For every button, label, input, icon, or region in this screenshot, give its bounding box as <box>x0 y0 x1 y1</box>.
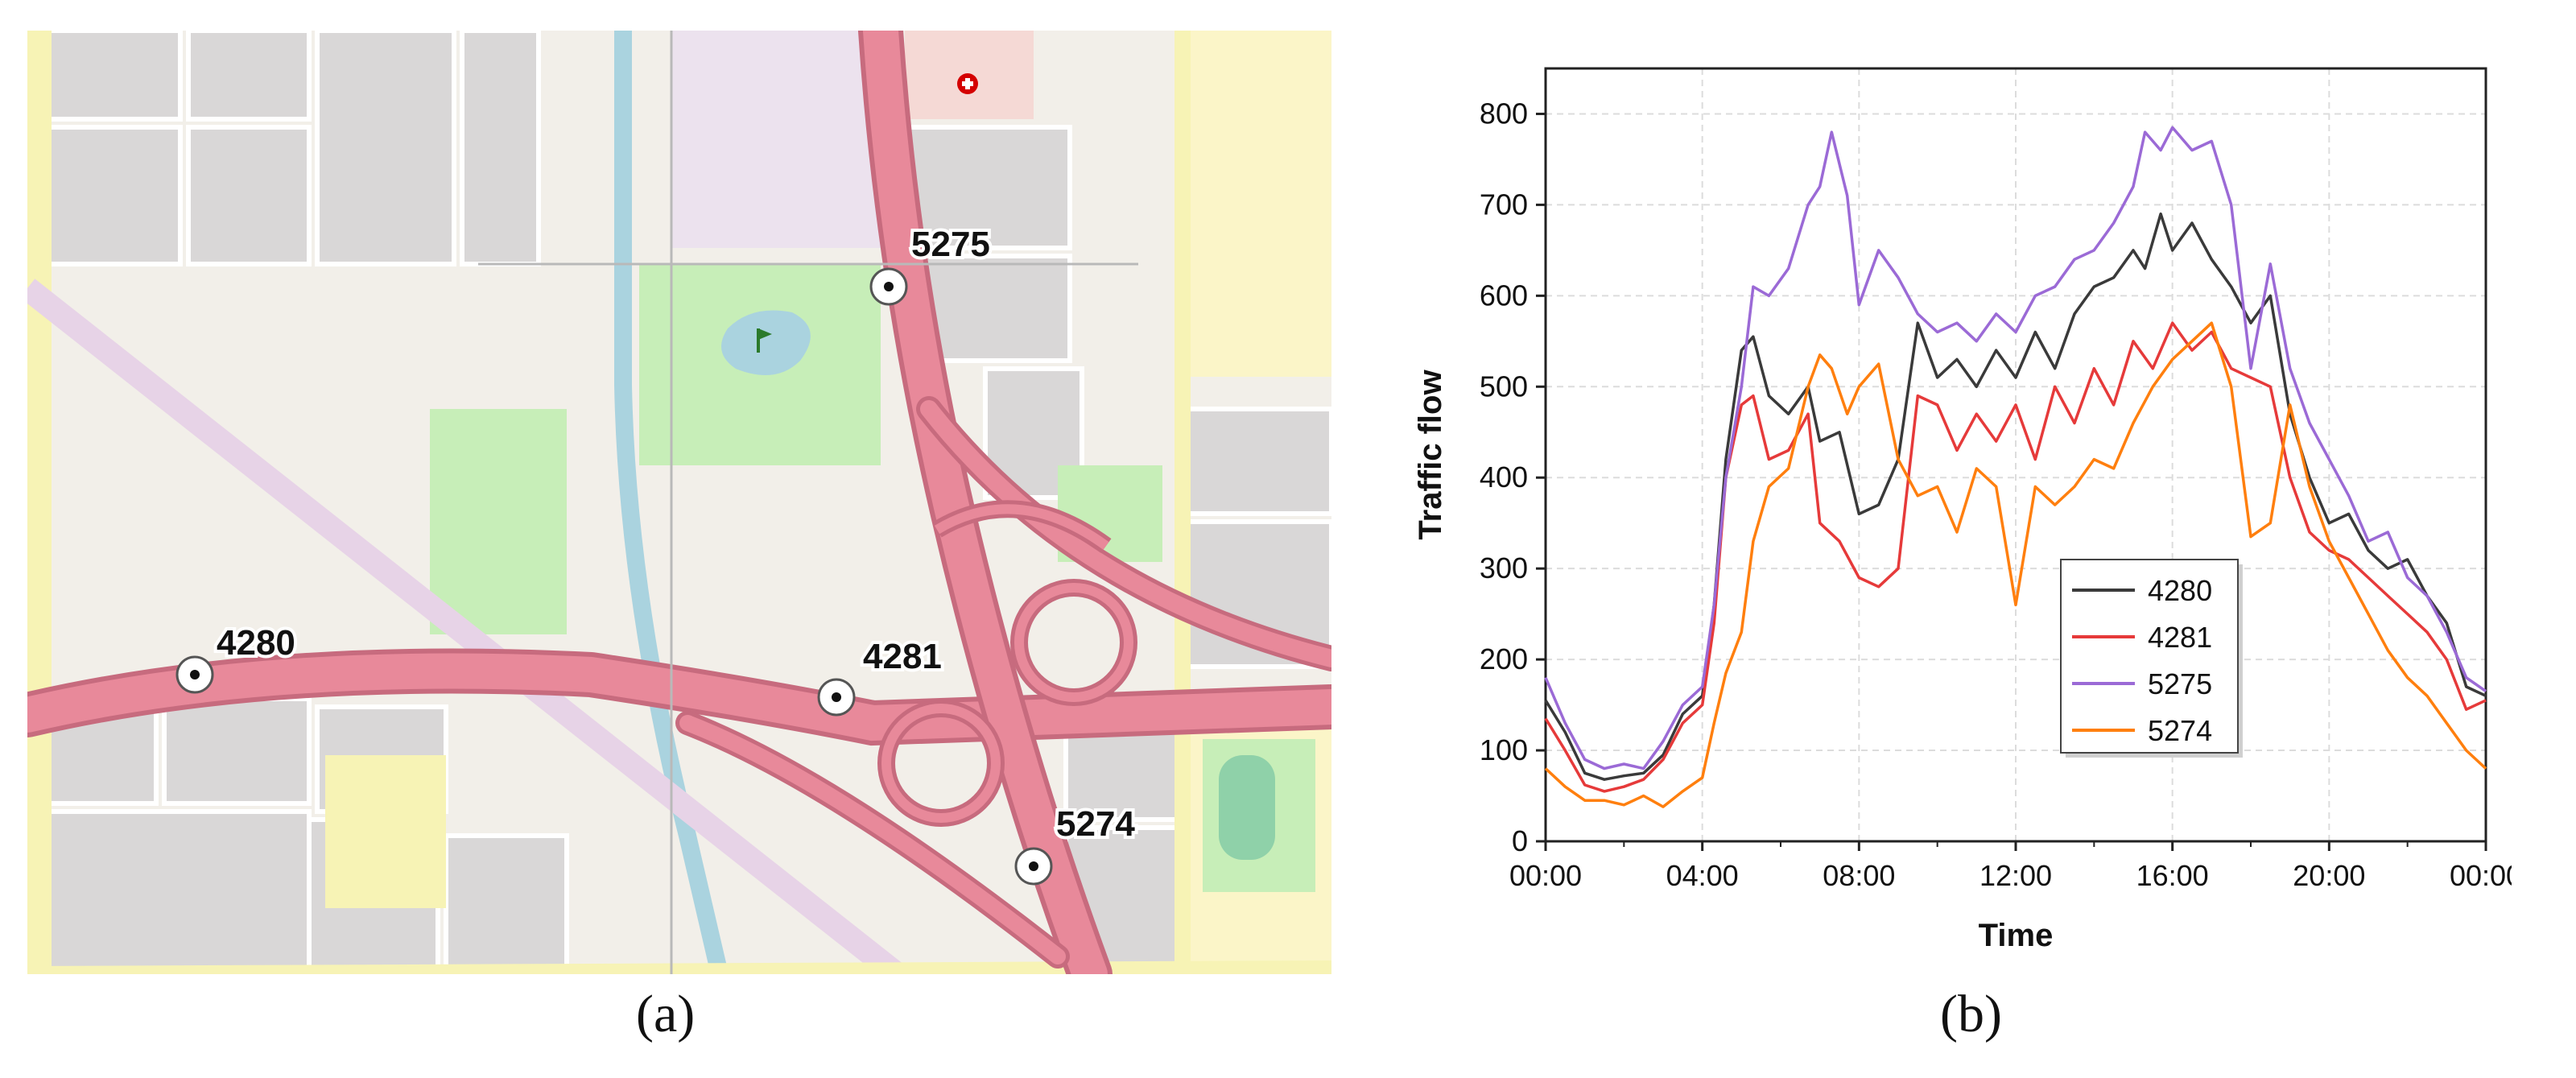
railway <box>27 279 905 974</box>
y-tick-label: 500 <box>1480 370 1528 403</box>
legend: 4280 4281 5275 5274 <box>2060 559 2243 758</box>
legend-label-5275: 5275 <box>2148 667 2212 700</box>
city-blocks <box>41 31 1331 974</box>
plaza-area <box>671 31 881 248</box>
station-marker-5274[interactable]: 5274 <box>1014 801 1138 886</box>
x-axis-label: Time <box>1979 918 2054 953</box>
station-marker-5275[interactable]: 5275 <box>869 221 993 306</box>
park-pond <box>721 310 811 375</box>
golf-flag-icon <box>757 328 772 353</box>
x-tick-label: 00:00 <box>2450 859 2512 892</box>
sports-field <box>1219 755 1275 860</box>
canal <box>614 31 729 974</box>
station-label-4280: 4280 <box>217 623 295 663</box>
y-tick-label: 100 <box>1480 733 1528 766</box>
station-marker-4281[interactable]: 4281 <box>817 634 945 717</box>
hospital-icon[interactable] <box>957 73 978 94</box>
x-tick-label: 20:00 <box>2293 859 2365 892</box>
station-dot <box>884 282 894 291</box>
y-tick-label: 0 <box>1512 824 1528 857</box>
y-tick-label: 800 <box>1480 97 1528 130</box>
x-tick-label: 00:00 <box>1509 859 1582 892</box>
y-tick-label: 200 <box>1480 642 1528 675</box>
station-label-5275: 5275 <box>911 225 990 264</box>
yellow-block-bottom <box>325 755 446 908</box>
station-markers: 4280 4281 5275 5274 <box>175 221 1138 886</box>
station-marker-4280[interactable]: 4280 <box>175 620 299 694</box>
traffic-flow-chart: 0 100 200 300 400 500 600 700 800 00:00 04:00 08:00… <box>1413 67 2522 953</box>
yellow-streets <box>27 31 1331 974</box>
map-canvas[interactable]: 4280 4281 5275 5274 <box>27 31 1331 974</box>
y-tick-label: 300 <box>1480 551 1528 584</box>
legend-label-4281: 4281 <box>2148 621 2212 654</box>
station-label-4281: 4281 <box>863 637 942 676</box>
x-tick-label: 04:00 <box>1666 859 1739 892</box>
station-dot <box>832 692 841 702</box>
series-line-4281 <box>1544 321 2487 793</box>
x-tick-label: 16:00 <box>2136 859 2209 892</box>
y-axis-label: Traffic flow <box>1413 370 1448 540</box>
caption-a: (a) <box>636 985 696 1043</box>
footpaths <box>478 31 1138 974</box>
yellow-district-top-left <box>27 31 52 974</box>
station-label-5274: 5274 <box>1056 804 1135 844</box>
y-tick-label: 700 <box>1480 188 1528 221</box>
chart-panel: 0 100 200 300 400 500 600 700 800 00:00 04:00 08:00… <box>1385 32 2522 982</box>
x-tick-label: 12:00 <box>1979 859 2052 892</box>
grid-lines <box>1545 68 2487 842</box>
legend-label-4280: 4280 <box>2148 574 2212 607</box>
station-dot <box>1029 861 1038 871</box>
y-tick-label: 400 <box>1480 461 1528 494</box>
map-panel: 4280 4281 5275 5274 <box>27 31 1331 974</box>
series-line-5274 <box>1544 321 2487 808</box>
x-tick-label: 08:00 <box>1823 859 1895 892</box>
yellow-district-right <box>1179 31 1331 377</box>
station-dot <box>190 670 200 679</box>
interchange-loops-fill <box>881 504 1133 823</box>
legend-label-5274: 5274 <box>2148 714 2212 747</box>
caption-b: (b) <box>1940 985 2002 1043</box>
y-tick-label: 600 <box>1480 279 1528 312</box>
series-line-5275 <box>1544 126 2487 770</box>
